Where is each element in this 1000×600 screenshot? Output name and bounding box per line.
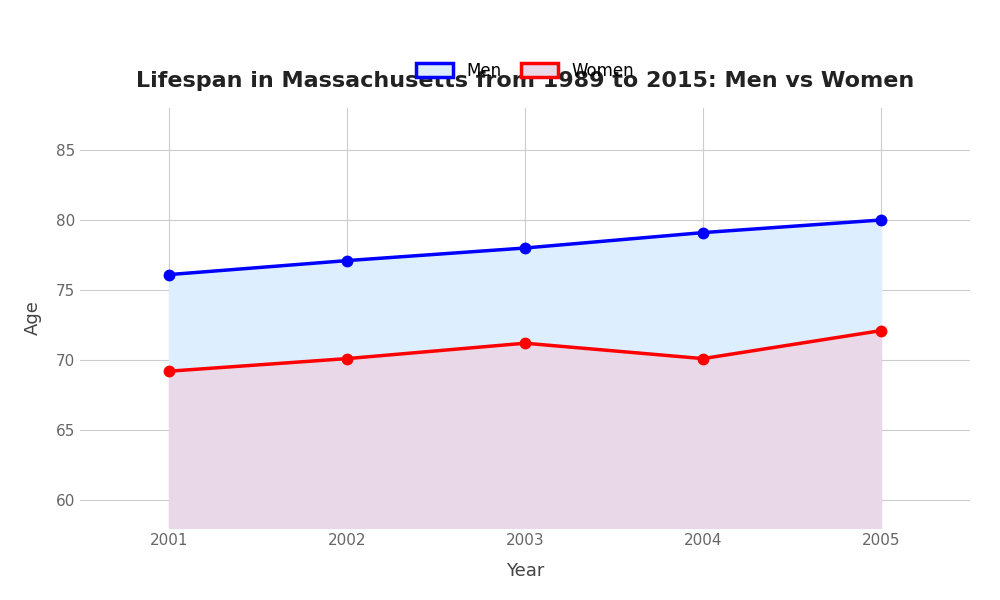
Legend: Men, Women: Men, Women (416, 62, 634, 80)
X-axis label: Year: Year (506, 562, 544, 580)
Y-axis label: Age: Age (24, 301, 42, 335)
Title: Lifespan in Massachusetts from 1989 to 2015: Men vs Women: Lifespan in Massachusetts from 1989 to 2… (136, 71, 914, 91)
